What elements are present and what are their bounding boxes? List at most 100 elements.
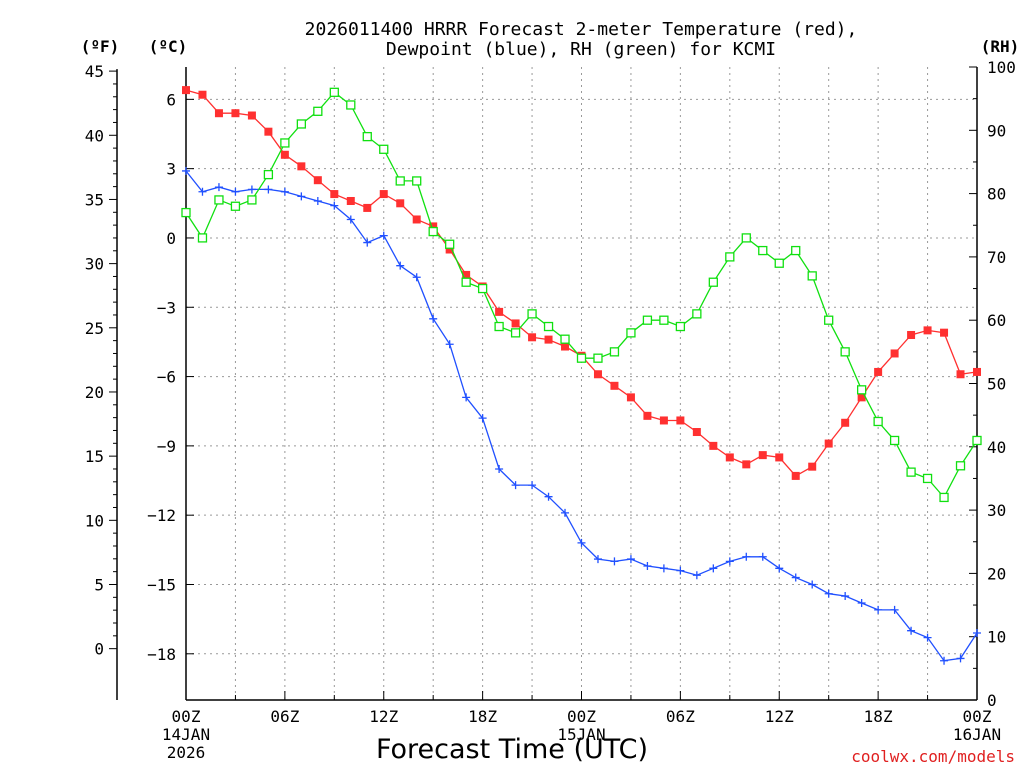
2-meter-temperature-point [758,451,767,460]
chart-title-line1: 2026011400 HRRR Forecast 2-meter Tempera… [305,19,858,40]
x-tick-label: 00Z [963,707,992,726]
2-meter-temperature-point [429,222,438,231]
rh-point [280,138,290,148]
rh-point [412,176,422,186]
x-axis-title: Forecast Time (UTC) [376,734,648,765]
fahrenheit-tick-label: 25 [85,319,104,338]
rh-point [247,195,257,205]
dewpoint-point [330,201,339,210]
2-meter-temperature-point [692,428,701,437]
dewpoint-point [758,552,767,561]
2-meter-temperature-point [791,471,800,480]
dewpoint-point [956,654,965,663]
2-meter-temperature-point [182,86,190,95]
celsius-tick-label: −9 [157,437,176,456]
2-meter-temperature-point [742,460,751,469]
celsius-tick-label: 3 [166,160,176,179]
rh-point [560,334,570,344]
dewpoint-point [659,564,668,573]
2-meter-temperature-point [561,342,570,351]
rh-point [840,347,850,357]
rh-point [906,467,916,477]
rh-point [791,245,801,256]
2-meter-temperature-point [280,150,289,159]
date-label: 16JAN [953,725,1001,744]
rh-point [329,87,339,97]
rh-point [807,271,817,281]
rh-point [395,176,405,186]
dewpoint-point [692,571,701,580]
celsius-unit-label: (ºC) [149,37,188,56]
2-meter-temperature-point [297,162,306,171]
dewpoint-point [857,598,866,607]
dewpoint-point [544,492,553,501]
fahrenheit-tick-label: 5 [94,575,104,594]
dewpoint-point [973,629,981,638]
rh-tick-label: 80 [987,185,1006,204]
rh-point [510,328,521,338]
rh-point [708,277,718,287]
rh-point [477,283,488,294]
rh-point [313,106,323,116]
rh-point [346,100,356,110]
2-meter-temperature-point [659,416,668,425]
dewpoint-point [412,273,421,282]
rh-point [461,277,471,287]
2-meter-temperature-point [841,418,850,427]
2-meter-temperature-point [247,111,256,120]
celsius-tick-label: −6 [157,368,176,387]
rh-tick-label: 50 [987,375,1006,394]
dewpoint-point [940,656,949,665]
rh-point [642,315,653,325]
2-meter-temperature-point [214,109,223,118]
celsius-tick-label: 0 [166,229,176,248]
dewpoint-point [890,605,899,614]
rh-tick-label: 60 [987,311,1006,330]
dewpoint-point [478,414,487,423]
2-meter-temperature-point [363,203,372,212]
rh-point [758,245,768,256]
dewpoint-point [593,555,602,564]
rh-tick-label: 90 [987,121,1006,140]
x-tick-label: 18Z [468,707,497,726]
rh-tick-label: 100 [987,58,1016,77]
dewpoint-point [214,183,223,192]
dewpoint-point [495,464,504,473]
2-meter-temperature-point [231,109,240,118]
rh-point [593,353,603,363]
dewpoint-point [841,592,850,601]
rh-point [230,201,241,211]
dewpoint-point [231,187,240,196]
rh-tick-label: 30 [987,501,1006,520]
rh-point [922,473,933,484]
dewpoint-point [379,231,388,240]
2-meter-temperature-point [956,370,965,379]
dewpoint-point [577,538,586,547]
dewpoint-point [198,187,207,196]
dewpoint-point [676,566,685,575]
2-meter-temperature-point [643,411,652,420]
dewpoint-point [462,393,471,402]
rh-point [181,207,191,218]
x-tick-label: 12Z [765,707,794,726]
fahrenheit-tick-label: 0 [94,640,104,659]
rh-tick-label: 20 [987,564,1006,583]
x-tick-label: 06Z [666,707,695,726]
rh-point [824,315,834,325]
dewpoint-point [742,552,751,561]
rh-point [609,347,620,357]
rh-point [214,195,224,205]
2-meter-temperature-point [923,326,932,335]
fahrenheit-unit-label: (ºF) [81,37,120,56]
2-meter-temperature-point [610,381,619,390]
rh-point [889,435,900,446]
rh-point [774,258,784,268]
2-meter-temperature-point [808,462,817,471]
x-tick-label: 00Z [567,707,596,726]
2-meter-temperature-point [412,215,421,224]
2-meter-temperature-point [330,190,339,199]
2-meter-temperature-point [544,335,553,344]
dewpoint-point [247,185,256,194]
2-meter-temperature-point [725,453,734,462]
